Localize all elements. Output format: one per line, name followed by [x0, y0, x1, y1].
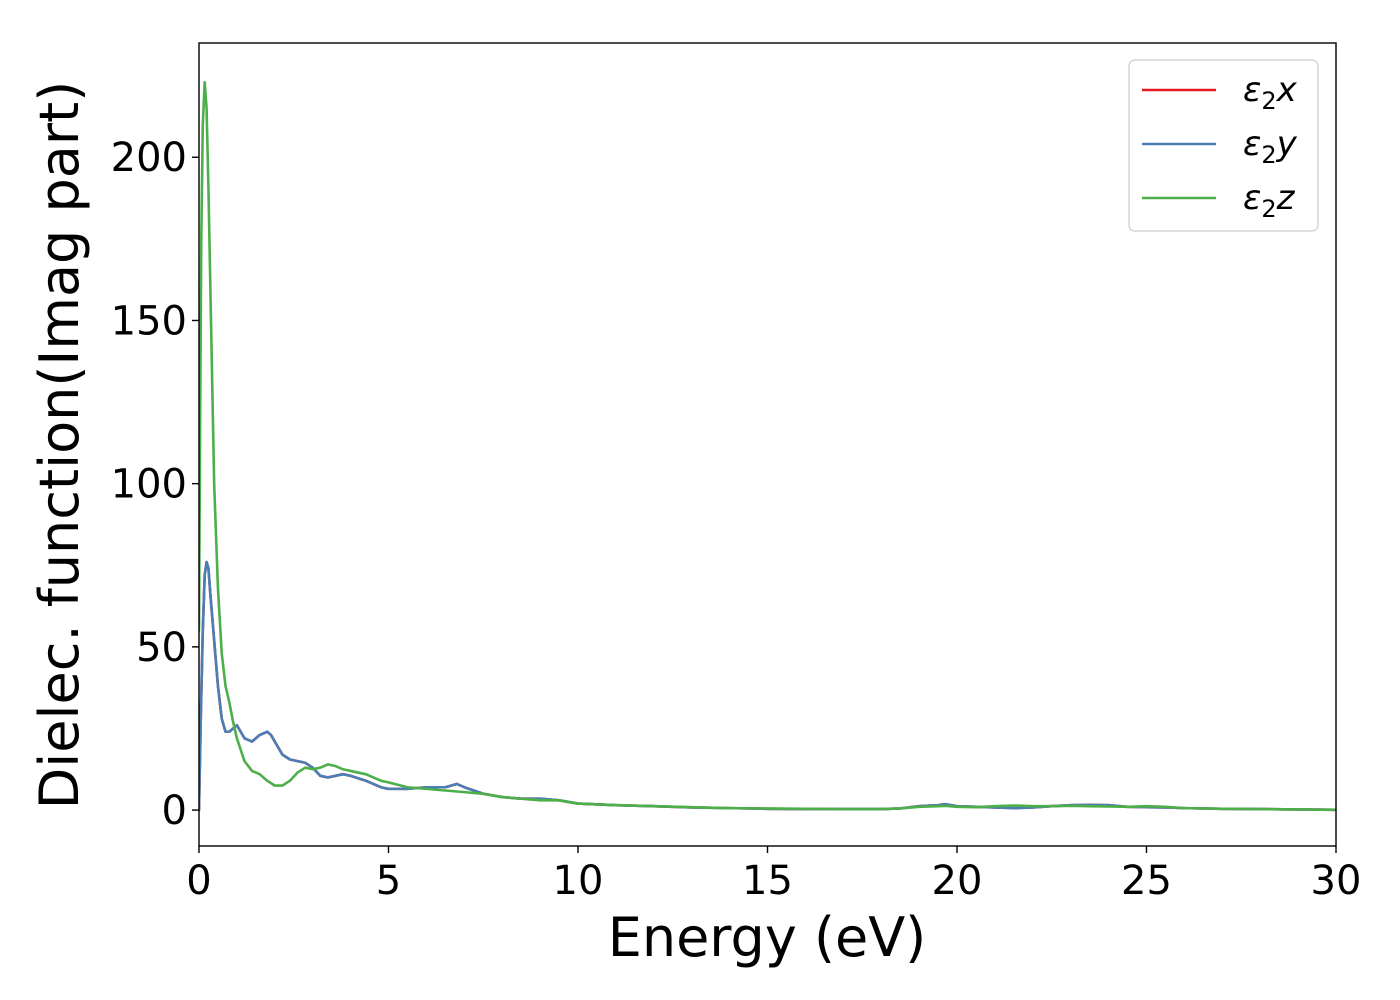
- legend-label-x: ε2x: [1243, 70, 1298, 115]
- legend-label-z: ε2z: [1243, 178, 1296, 223]
- y-tick-label: 150: [111, 298, 187, 344]
- x-tick-label: 0: [186, 858, 211, 904]
- y-tick-label: 100: [111, 462, 187, 508]
- series-line-z: [199, 80, 1336, 812]
- y-tick-label: 0: [162, 788, 187, 834]
- y-axis-ticks: 0 50 100 150 200: [111, 135, 199, 834]
- x-tick-label: 20: [932, 858, 983, 904]
- y-tick-label: 200: [111, 135, 187, 181]
- x-tick-label: 15: [742, 858, 793, 904]
- x-axis-title: Energy (eV): [608, 906, 927, 969]
- x-tick-label: 10: [553, 858, 604, 904]
- legend-label-y: ε2y: [1243, 124, 1298, 169]
- legend-box: [1128, 59, 1319, 232]
- y-tick-label: 50: [136, 625, 187, 671]
- x-axis-ticks: 0 5 10 15 20 25 30: [186, 846, 1361, 904]
- x-tick-label: 30: [1311, 858, 1362, 904]
- y-axis-title: Dielec. function(Imag part): [28, 81, 91, 810]
- series-layer: [199, 80, 1336, 812]
- x-tick-label: 5: [376, 858, 401, 904]
- legend: ε2x ε2y ε2z: [1128, 59, 1319, 232]
- x-tick-label: 25: [1121, 858, 1172, 904]
